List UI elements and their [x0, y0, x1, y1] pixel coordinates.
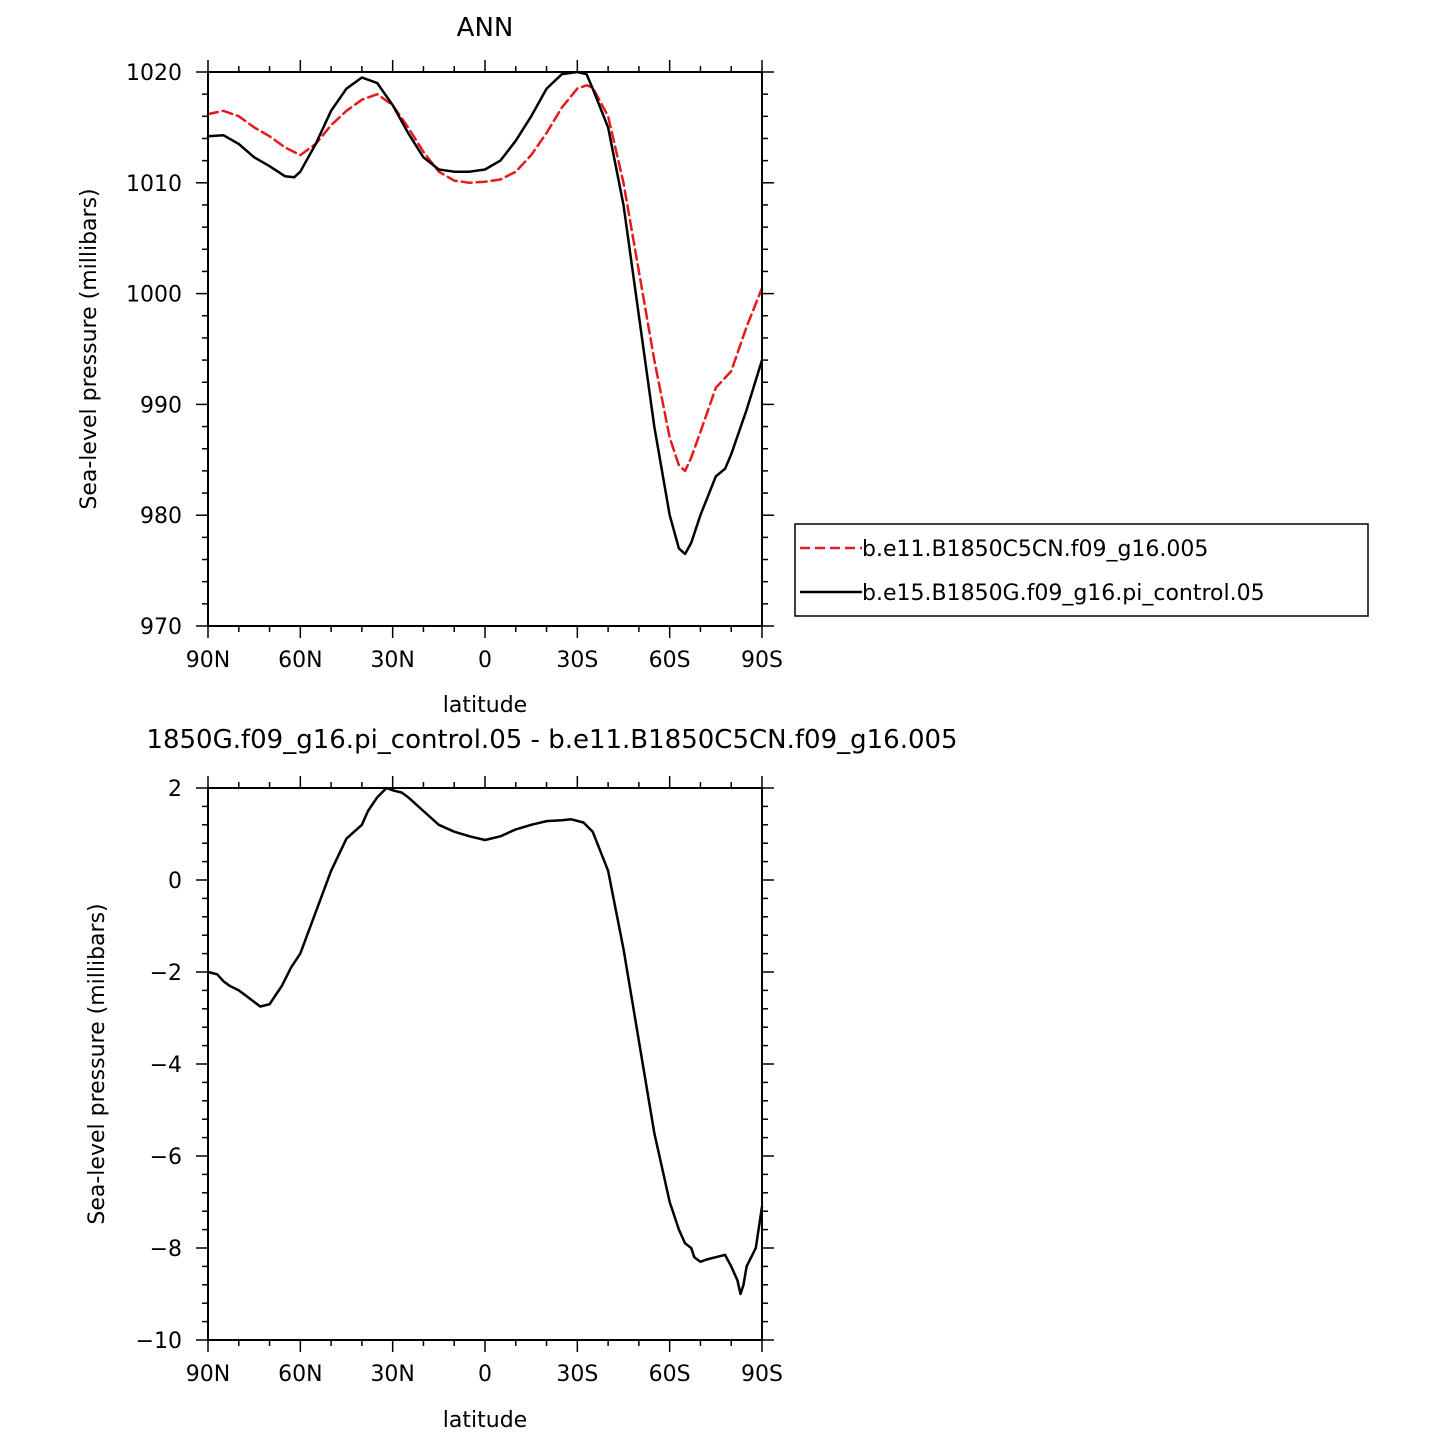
- top-x-axis-title: latitude: [443, 693, 527, 718]
- legend-box: [794, 523, 1369, 617]
- y-tick-label: 970: [140, 615, 182, 640]
- x-tick-label: 90N: [186, 648, 230, 673]
- y-tick-label: −8: [150, 1237, 182, 1262]
- legend-label-series-1: b.e11.B1850C5CN.f09_g16.005: [862, 537, 1208, 562]
- y-tick-label: −6: [150, 1145, 182, 1170]
- top-series: [206, 70, 764, 556]
- top-axes: 970 980 990 1000 1010 1020 90N 60N 30N 0 30S 60S 90S: [126, 60, 783, 673]
- bottom-series: [206, 786, 764, 1296]
- bottom-axes: −10 −8 −6 −4 −2 0 2 90N 60N 30N 0 30S 60S 90S: [136, 776, 783, 1387]
- top-y-axis-title: Sea-level pressure (millibars): [77, 188, 102, 509]
- y-tick-label: 0: [168, 869, 182, 894]
- x-tick-label: 60N: [278, 1362, 322, 1387]
- y-tick-label: 1010: [126, 172, 182, 197]
- y-tick-label: 980: [140, 504, 182, 529]
- bottom-y-axis-title: Sea-level pressure (millibars): [85, 903, 110, 1224]
- legend: b.e11.B1850C5CN.f09_g16.005 b.e15.B1850G…: [794, 523, 1369, 617]
- bottom-panel: 1850G.f09_g16.pi_control.05 - b.e11.B185…: [85, 725, 958, 1433]
- x-tick-label: 30S: [556, 648, 598, 673]
- series-line-1: [206, 84, 764, 473]
- x-tick-label: 0: [478, 648, 492, 673]
- series-line-2: [206, 70, 764, 556]
- y-tick-label: 990: [140, 393, 182, 418]
- bottom-chart-title: 1850G.f09_g16.pi_control.05 - b.e11.B185…: [146, 725, 957, 755]
- x-tick-label: 0: [478, 1362, 492, 1387]
- bottom-plot-frame: [207, 787, 763, 1341]
- legend-label-series-2: b.e15.B1850G.f09_g16.pi_control.05: [862, 581, 1265, 606]
- bottom-x-axis-title: latitude: [443, 1408, 527, 1433]
- x-tick-label: 60S: [649, 648, 691, 673]
- y-tick-label: −4: [150, 1053, 182, 1078]
- x-tick-label: 90S: [741, 1362, 783, 1387]
- y-tick-label: 1000: [126, 283, 182, 308]
- y-tick-label: 2: [168, 777, 182, 802]
- y-tick-label: −10: [136, 1329, 182, 1354]
- x-tick-label: 60N: [278, 648, 322, 673]
- y-tick-label: 1020: [126, 61, 182, 86]
- top-plot-frame: [207, 71, 763, 627]
- x-tick-label: 30N: [370, 648, 414, 673]
- y-tick-label: −2: [150, 961, 182, 986]
- x-tick-label: 30N: [370, 1362, 414, 1387]
- x-tick-label: 90S: [741, 648, 783, 673]
- x-tick-label: 60S: [649, 1362, 691, 1387]
- top-panel: ANN 970 980 990 1000 1010 1020 90N 60N 30N 0 30S 60…: [77, 13, 783, 718]
- x-tick-label: 30S: [556, 1362, 598, 1387]
- top-chart-title: ANN: [457, 13, 514, 43]
- series-line-1: [206, 786, 764, 1296]
- x-tick-label: 90N: [186, 1362, 230, 1387]
